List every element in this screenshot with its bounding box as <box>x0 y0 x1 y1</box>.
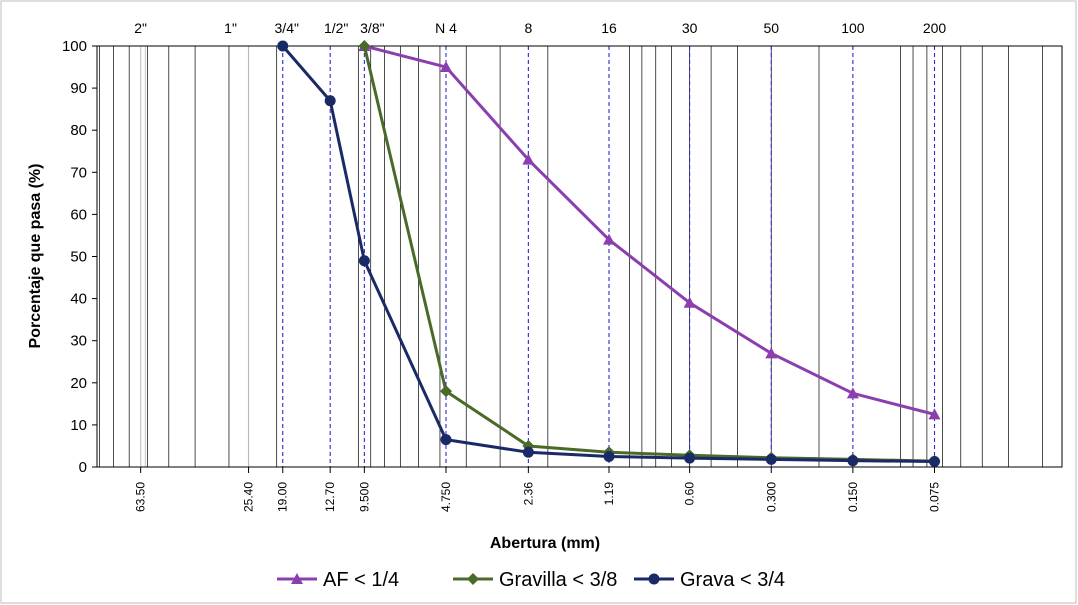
x-tick-label: 4.750 <box>439 482 453 512</box>
legend: AF < 1/4 Gravilla < 3/8 Grava < 3/4 <box>277 569 785 591</box>
sieve-top-label: N 4 <box>435 20 457 36</box>
y-tick-label: 30 <box>70 333 87 350</box>
x-tick-label: 0.150 <box>846 482 860 512</box>
legend-label: Gravilla < 3/8 <box>499 569 617 591</box>
y-tick-label: 60 <box>70 206 87 223</box>
y-tick-label: 0 <box>79 459 87 476</box>
y-tick-label: 50 <box>70 249 87 266</box>
triangle-marker <box>602 233 615 245</box>
y-tick-label: 40 <box>70 291 87 308</box>
circle-marker <box>847 455 859 467</box>
x-tick-label: 2.36 <box>521 482 535 506</box>
x-tick-label: 19.00 <box>276 482 290 512</box>
x-tick-label: 9.500 <box>357 482 371 512</box>
circle-marker <box>603 450 615 462</box>
legend-label: AF < 1/4 <box>323 569 399 591</box>
sieve-top-label: 50 <box>763 20 779 36</box>
circle-marker <box>277 40 289 52</box>
axes-layer: 0 10 20 30 40 50 60 70 80 90 100 2" 1" 3/4" 1/2" 3/8" N … <box>62 20 1063 512</box>
sieve-top-label: 1" <box>224 20 237 36</box>
x-tick-label: 1.19 <box>602 482 616 506</box>
circle-marker <box>928 456 940 468</box>
legend-item: Grava < 3/4 <box>634 569 785 591</box>
y-tick-label: 80 <box>70 122 87 139</box>
x-tick-label: 25.40 <box>242 482 256 512</box>
series-af-1-4 <box>358 40 941 420</box>
circle-marker <box>522 446 534 458</box>
y-tick-label: 100 <box>62 38 87 55</box>
series-line <box>281 45 935 464</box>
legend-label: Grava < 3/4 <box>680 569 785 591</box>
series-grava-3-4 <box>277 40 940 468</box>
triangle-marker <box>522 153 535 165</box>
circle-marker <box>440 434 452 446</box>
sieve-top-label: 1/2" <box>324 20 348 36</box>
circle-marker <box>765 453 777 465</box>
triangle-marker <box>928 408 941 420</box>
sieve-top-label: 100 <box>841 20 865 36</box>
triangle-marker <box>439 61 452 73</box>
x-tick-label: 0.60 <box>683 482 697 506</box>
triangle-marker <box>846 387 859 399</box>
sieve-top-label: 16 <box>601 20 617 36</box>
diamond-marker <box>358 40 371 52</box>
x-tick-label: 0.075 <box>927 482 941 512</box>
sieve-top-label: 3/8" <box>360 20 384 36</box>
triangle-marker <box>291 573 303 584</box>
circle-marker <box>648 573 660 585</box>
x-axis-title: Abertura (mm) <box>490 535 600 552</box>
series-line <box>363 44 935 416</box>
y-tick-label: 90 <box>70 80 87 97</box>
triangle-marker <box>765 347 778 359</box>
sieve-top-label: 200 <box>923 20 947 36</box>
y-tick-label: 70 <box>70 164 87 181</box>
sieve-top-label: 3/4" <box>275 20 299 36</box>
x-tick-label: 0.300 <box>764 482 778 512</box>
series-layer <box>277 40 941 468</box>
legend-item: Gravilla < 3/8 <box>453 569 617 591</box>
circle-marker <box>324 95 336 107</box>
x-tick-label: 12.70 <box>323 482 337 512</box>
circle-marker <box>358 255 370 267</box>
x-tick-label: 63.50 <box>134 482 148 512</box>
sieve-top-label: 30 <box>682 20 698 36</box>
y-tick-label: 10 <box>70 417 87 434</box>
diamond-marker <box>439 385 452 398</box>
triangle-marker <box>683 296 696 308</box>
legend-item: AF < 1/4 <box>277 569 399 591</box>
sieve-top-label: 2" <box>134 20 147 36</box>
diamond-marker <box>467 573 479 585</box>
y-tick-label: 20 <box>70 375 87 392</box>
y-axis-title: Porcentaje que pasa (%) <box>27 164 44 349</box>
circle-marker <box>684 452 696 464</box>
sieve-top-label: 8 <box>524 20 532 36</box>
grid-layer <box>99 46 1043 467</box>
